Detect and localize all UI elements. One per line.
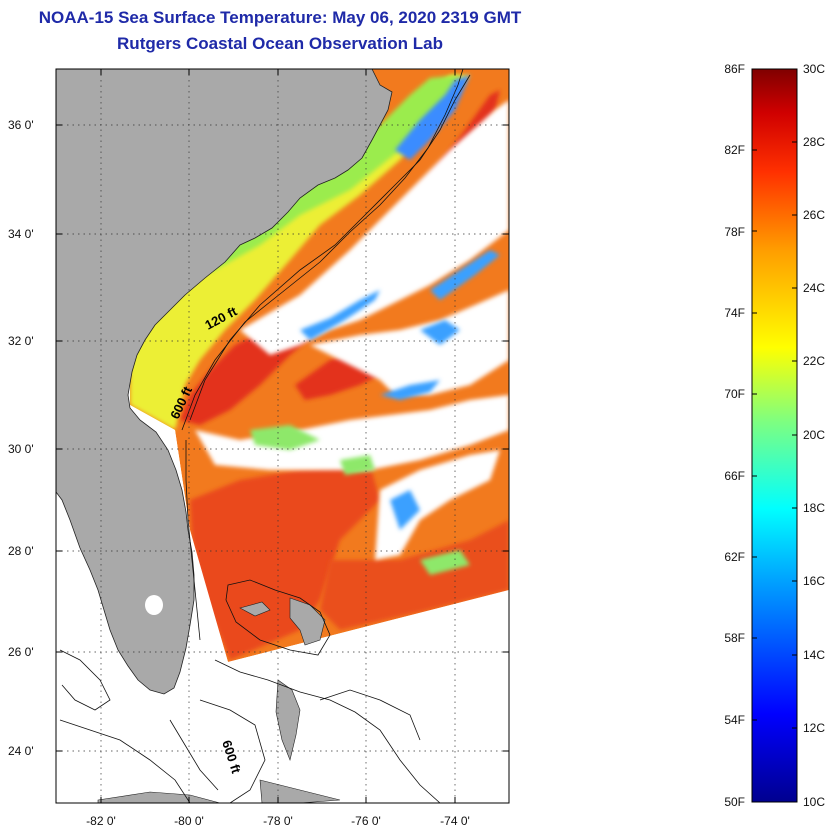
lake-okeechobee <box>145 595 163 615</box>
lat-label: 24 0' <box>8 744 34 758</box>
lat-label: 26 0' <box>8 645 34 659</box>
colorbar-c-label: 12C <box>803 721 825 735</box>
colorbar-c-label: 28C <box>803 135 825 149</box>
land-southeast-us <box>56 69 393 695</box>
lat-label: 34 0' <box>8 227 34 241</box>
colorbar-f-label: 82F <box>724 143 745 157</box>
cloud-cover <box>195 100 509 560</box>
coastal-cool-water <box>395 75 470 160</box>
colorbar-c-label: 18C <box>803 501 825 515</box>
colorbar-ticks <box>752 141 797 729</box>
colorbar <box>751 68 798 803</box>
colorbar-f-label: 70F <box>724 387 745 401</box>
colorbar-f-label: 66F <box>724 469 745 483</box>
colorbar-c-label: 24C <box>803 281 825 295</box>
colorbar-fahrenheit-labels: 86F 82F 78F 74F 70F 66F 62F 58F 54F 50F <box>724 62 745 809</box>
latitude-labels: 36 0' 34 0' 32 0' 30 0' 28 0' 26 0' 24 0… <box>8 118 34 758</box>
map-frame <box>55 68 510 804</box>
colorbar-c-label: 10C <box>803 795 825 809</box>
colorbar-c-label: 22C <box>803 354 825 368</box>
lon-label: -74 0' <box>440 814 470 828</box>
lat-label: 28 0' <box>8 544 34 558</box>
colorbar-f-label: 78F <box>724 225 745 239</box>
colorbar-f-label: 86F <box>724 62 745 76</box>
colorbar-c-label: 26C <box>803 208 825 222</box>
inner-shelf-water <box>160 75 460 285</box>
colorbar-f-label: 58F <box>724 631 745 645</box>
lat-label: 32 0' <box>8 334 34 348</box>
colorbar-celsius-labels: 30C 28C 26C 24C 22C 20C 18C 16C 14C 12C … <box>803 62 825 809</box>
colorbar-f-label: 74F <box>724 306 745 320</box>
colorbar-f-label: 54F <box>724 713 745 727</box>
florida-current-warm <box>190 465 380 660</box>
lon-label: -82 0' <box>86 814 116 828</box>
lat-label: 36 0' <box>8 118 34 132</box>
map-plot-area: 120 ft 600 ft 600 ft <box>56 69 509 803</box>
longitude-labels: -82 0' -80 0' -78 0' -76 0' -74 0' <box>86 814 470 828</box>
graticule <box>56 69 509 803</box>
colorbar-f-label: 50F <box>724 795 745 809</box>
shelf-water <box>130 75 470 430</box>
colorbar-c-label: 30C <box>803 62 825 76</box>
colorbar-c-label: 20C <box>803 428 825 442</box>
lon-label: -78 0' <box>263 814 293 828</box>
colorbar-c-label: 16C <box>803 574 825 588</box>
map-subtitle: Rutgers Coastal Ocean Observation Lab <box>117 34 443 53</box>
lon-label: -80 0' <box>174 814 204 828</box>
colorbar-c-label: 14C <box>803 648 825 662</box>
southeast-warm-region <box>320 520 509 630</box>
lon-label: -76 0' <box>351 814 381 828</box>
lat-label: 30 0' <box>8 442 34 456</box>
cool-filaments <box>300 250 500 530</box>
map-title: NOAA-15 Sea Surface Temperature: May 06,… <box>38 8 522 27</box>
axis-ticks <box>56 69 509 803</box>
colorbar-f-label: 62F <box>724 550 745 564</box>
